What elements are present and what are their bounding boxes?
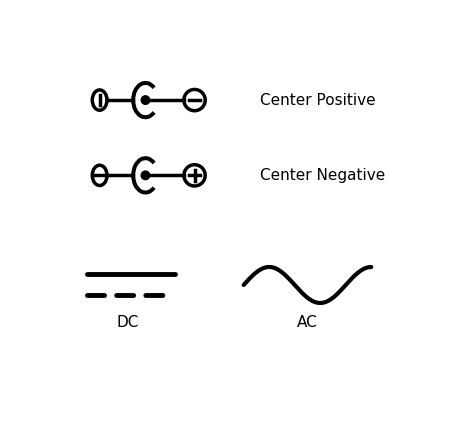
Text: Center Positive: Center Positive: [260, 93, 376, 108]
Circle shape: [141, 171, 150, 180]
Text: Center Negative: Center Negative: [260, 168, 385, 183]
Text: AC: AC: [297, 315, 318, 330]
Circle shape: [141, 96, 150, 105]
Text: DC: DC: [116, 315, 139, 330]
